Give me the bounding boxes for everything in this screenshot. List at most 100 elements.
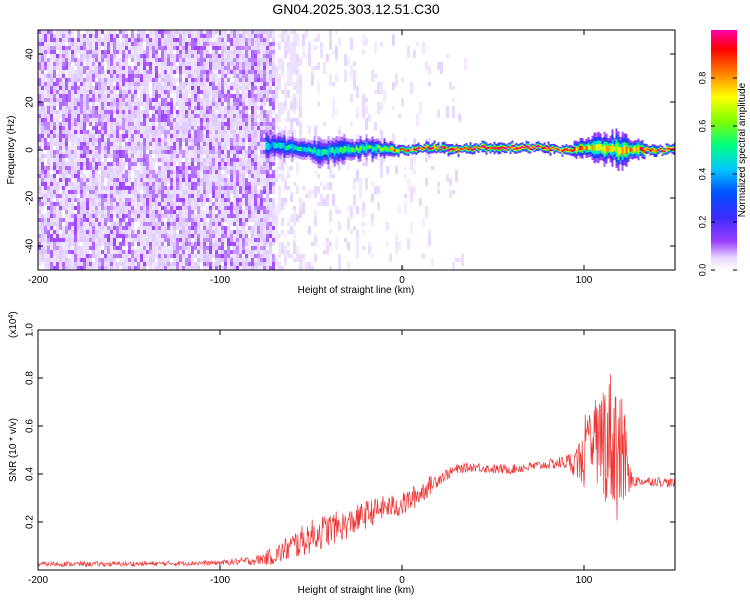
spectrogram-noise-cell [50, 230, 53, 234]
spectrogram-noise-cell [158, 194, 161, 198]
spectrogram-signal-cell [369, 145, 372, 149]
spectrogram-noise-cell [206, 214, 209, 218]
spectrogram-noise-cell [344, 70, 347, 82]
spectrogram-noise-cell [50, 158, 53, 166]
spectrogram-noise-cell [284, 246, 287, 258]
spectrogram-noise-cell [38, 174, 41, 178]
spectrogram-noise-cell [113, 90, 116, 94]
spectrogram-noise-cell [248, 98, 251, 102]
spectrogram-noise-cell [170, 122, 173, 126]
spectrogram-noise-cell [317, 174, 320, 178]
spectrogram-noise-cell [155, 42, 158, 46]
spectrogram-noise-cell [143, 266, 146, 270]
spectrogram-noise-cell [68, 62, 71, 66]
spectrogram-noise-cell [251, 174, 254, 178]
spectrogram-noise-cell [404, 194, 407, 198]
spectrogram-noise-cell [446, 54, 449, 58]
spectrogram-noise-cell [50, 186, 53, 190]
spectrogram-noise-cell [179, 90, 182, 94]
spectrogram-noise-cell [179, 226, 182, 230]
spectrogram-noise-cell [428, 138, 431, 142]
spectrogram-noise-cell [98, 250, 101, 262]
spectrogram-noise-cell [131, 250, 134, 258]
spectrogram-noise-cell [227, 74, 230, 78]
spectrogram-noise-cell [38, 210, 41, 214]
spectrogram-noise-cell [80, 250, 83, 262]
spectrogram-signal-cell [513, 147, 516, 150]
spectrogram-noise-cell [209, 122, 212, 134]
spectrogram-noise-cell [152, 258, 155, 262]
spectrogram-noise-cell [290, 106, 293, 110]
spectrogram-noise-cell [230, 266, 233, 270]
spectrogram-noise-cell [134, 198, 137, 210]
spectrogram-signal-cell [371, 146, 374, 153]
spectrogram-noise-cell [146, 198, 149, 210]
spectrogram-noise-cell [347, 242, 350, 250]
spectrogram-noise-cell [173, 38, 176, 42]
spectrogram-noise-cell [281, 90, 284, 94]
spectrogram-noise-cell [80, 258, 83, 262]
spectrogram-noise-cell [92, 138, 95, 150]
spectrogram-noise-cell [290, 226, 293, 234]
spectrogram-signal-cell [339, 146, 342, 153]
spectrogram-noise-cell [326, 54, 329, 62]
spectrogram-noise-cell [59, 146, 62, 150]
spectrogram-noise-cell [353, 182, 356, 190]
spectrogram-noise-cell [155, 118, 158, 122]
spectrogram-noise-cell [254, 178, 257, 186]
spectrogram-noise-cell [116, 62, 119, 66]
spectrogram-noise-cell [410, 190, 413, 202]
spectrogram-noise-cell [107, 234, 110, 238]
spectrogram-noise-cell [230, 38, 233, 46]
spectrogram-noise-cell [257, 154, 260, 158]
spectrogram-noise-cell [167, 110, 170, 114]
spectrogram-noise-cell [131, 54, 134, 58]
spectrogram-signal-cell [305, 148, 308, 153]
spectrogram-noise-cell [59, 62, 62, 74]
spectrogram-noise-cell [71, 38, 74, 42]
spectrogram-noise-cell [113, 66, 116, 70]
spectrogram-noise-cell [92, 266, 95, 270]
spectrogram-noise-cell [335, 238, 338, 250]
spectrogram-noise-cell [134, 86, 137, 90]
spectrogram-noise-cell [170, 38, 173, 50]
spectrogram-noise-cell [80, 42, 83, 46]
spectrogram-noise-cell [281, 58, 284, 62]
spectrogram-noise-cell [176, 122, 179, 134]
spectrogram-noise-cell [350, 230, 353, 234]
spectrogram-noise-cell [194, 170, 197, 174]
spectrogram-noise-cell [365, 98, 368, 102]
spectrogram-noise-cell [194, 206, 197, 210]
spectrogram-noise-cell [197, 250, 200, 254]
spectrogram-noise-cell [182, 210, 185, 218]
spectrogram-noise-cell [227, 258, 230, 262]
spectrogram-noise-cell [65, 94, 68, 106]
spectrogram-noise-cell [71, 218, 74, 222]
spectrogram-noise-cell [314, 38, 317, 42]
spectrogram-noise-cell [233, 266, 236, 270]
spectrogram-noise-cell [194, 98, 197, 102]
spectrogram-noise-cell [95, 58, 98, 62]
spectrogram-noise-cell [245, 110, 248, 114]
spectrogram-noise-cell [278, 78, 281, 90]
spectrogram-noise-cell [245, 250, 248, 254]
spectrogram-noise-cell [47, 122, 50, 130]
spectrogram-noise-cell [248, 170, 251, 174]
spectrogram-noise-cell [113, 206, 116, 210]
spectrogram-noise-cell [131, 66, 134, 70]
spectrogram-noise-cell [155, 198, 158, 206]
spectrogram-noise-cell [233, 162, 236, 174]
spectrogram-noise-cell [161, 246, 164, 250]
spectrogram-noise-cell [260, 230, 263, 238]
spectrogram-signal-cell [353, 148, 356, 153]
spectrogram-noise-cell [125, 90, 128, 94]
spectrogram-noise-cell [284, 38, 287, 42]
spectrogram-noise-cell [107, 58, 110, 62]
spectrogram-noise-cell [71, 242, 74, 246]
spectrogram-noise-cell [221, 162, 224, 170]
spectrogram-noise-cell [176, 266, 179, 270]
spectrogram-noise-cell [101, 150, 104, 154]
spectrogram-noise-cell [137, 198, 140, 202]
spectrogram-noise-cell [260, 190, 263, 202]
spectrogram-noise-cell [356, 114, 359, 118]
